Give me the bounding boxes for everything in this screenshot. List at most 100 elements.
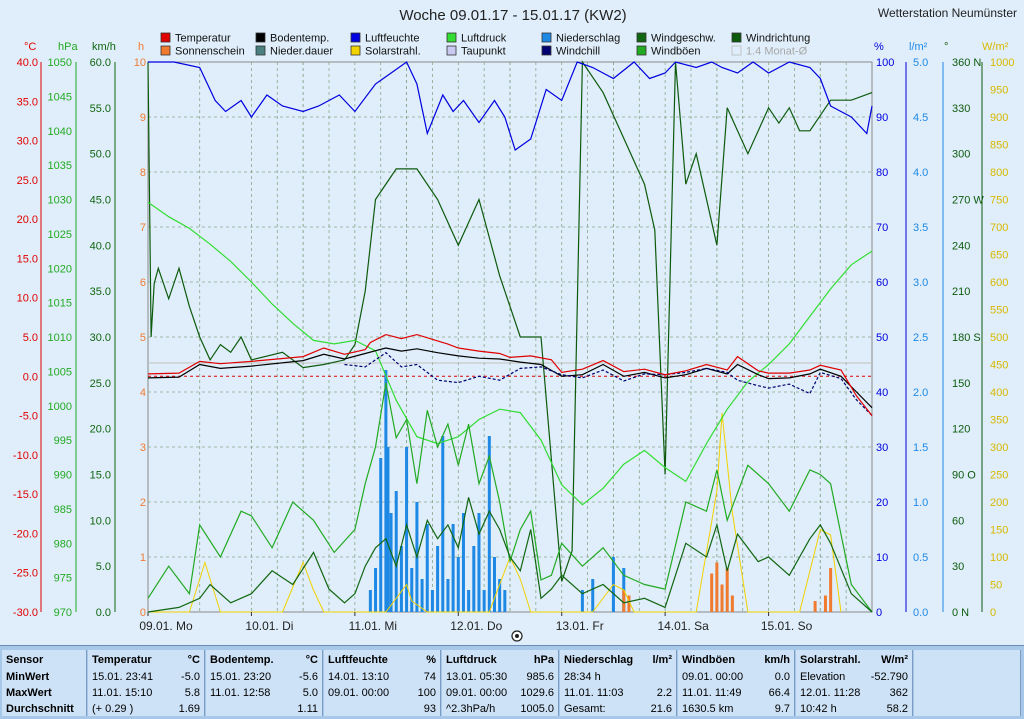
precipitation-bar bbox=[492, 557, 496, 612]
legend-swatch bbox=[160, 45, 171, 56]
precipitation-bar bbox=[368, 590, 372, 612]
stats-header-unit: km/h bbox=[764, 654, 790, 666]
stats-row: 1630.5 km 9.7 bbox=[682, 702, 790, 717]
stats-row-value: 0.0 bbox=[774, 671, 790, 683]
axis-tick-precipitation: 3.5 bbox=[913, 222, 928, 234]
stats-row-label: 11.01. 15:10 bbox=[92, 687, 153, 699]
stats-header-unit: °C bbox=[305, 654, 318, 666]
axis-tick-pressure: 1025 bbox=[48, 229, 72, 241]
axis-unit-humidity: % bbox=[874, 41, 884, 53]
stats-row-label: ^2.3hPa/h bbox=[446, 703, 496, 715]
axis-tick-wind: 25.0 bbox=[90, 378, 111, 390]
stats-row-value: -5.0 bbox=[181, 671, 200, 683]
axis-tick-wind: 0.0 bbox=[96, 607, 111, 619]
stats-row: 1.11 bbox=[210, 702, 318, 717]
axis-tick-pressure: 1015 bbox=[48, 298, 72, 310]
legend-swatch bbox=[350, 45, 361, 56]
stats-row: MaxWert bbox=[6, 686, 82, 701]
axis-tick-solar: 500 bbox=[990, 332, 1008, 344]
axis-unit-pressure: hPa bbox=[58, 41, 78, 53]
stats-row-label: 15.01. 23:20 bbox=[210, 671, 272, 683]
axis-tick-pressure: 1005 bbox=[48, 366, 72, 378]
stats-row: 11.01. 11:49 66.4 bbox=[682, 686, 790, 701]
axis-tick-solar: 850 bbox=[990, 140, 1008, 152]
stats-row-label: 1630.5 km bbox=[682, 703, 734, 715]
precipitation-bar bbox=[420, 579, 424, 612]
legend-swatch bbox=[636, 32, 647, 43]
axis-tick-pressure: 980 bbox=[54, 538, 72, 550]
axis-tick-solar: 150 bbox=[990, 525, 1008, 537]
precipitation-bar bbox=[379, 458, 383, 612]
axis-tick-sunshine: 4 bbox=[140, 387, 146, 399]
precipitation-bar bbox=[389, 513, 393, 612]
axis-tick-solar: 50 bbox=[990, 580, 1002, 592]
axis-tick-temperature: 35.0 bbox=[17, 96, 38, 108]
axis-tick-temperature: -25.0 bbox=[13, 568, 38, 580]
legend-swatch bbox=[255, 32, 266, 43]
precipitation-bar bbox=[472, 546, 476, 612]
stats-header-label: Solarstrahl. bbox=[800, 654, 861, 666]
stats-row: 12.01. 11:28 362 bbox=[800, 686, 908, 701]
stats-row-label: 11.01. 12:58 bbox=[210, 687, 271, 699]
stats-header-unit: W/m² bbox=[881, 654, 908, 666]
x-tick-label: 09.01. Mo bbox=[139, 619, 193, 633]
stats-column-solarstrahl: Solarstrahl. W/m² Elevation -52.790 12.01. 1… bbox=[796, 650, 913, 716]
precipitation-bar bbox=[467, 590, 471, 612]
stats-header-unit: % bbox=[426, 654, 436, 666]
sunshine-bar bbox=[823, 595, 827, 612]
axis-tick-direction: 120 bbox=[952, 424, 970, 436]
sunshine-bar bbox=[829, 568, 833, 612]
axis-tick-sunshine: 9 bbox=[140, 112, 146, 124]
axis-tick-precipitation: 1.0 bbox=[913, 497, 928, 509]
stats-row: (+ 0.29 ) 1.69 bbox=[92, 702, 200, 717]
x-tick-label: 15.01. So bbox=[761, 619, 813, 633]
stats-row: Durchschnitt bbox=[6, 702, 82, 717]
legend-swatch bbox=[160, 32, 171, 43]
axis-tick-temperature: 5.0 bbox=[23, 332, 38, 344]
precipitation-bar bbox=[394, 491, 398, 612]
legend-label: Windböen bbox=[651, 46, 701, 58]
stats-column-sensor: Sensor MinWert MaxWert Durchschnitt bbox=[2, 650, 87, 716]
precipitation-bar bbox=[441, 436, 445, 612]
axis-tick-pressure: 1030 bbox=[48, 195, 72, 207]
axis-tick-wind: 5.0 bbox=[96, 561, 111, 573]
axis-tick-temperature: 30.0 bbox=[17, 136, 38, 148]
precipitation-bar bbox=[456, 557, 460, 612]
stats-row-value: 66.4 bbox=[768, 687, 790, 699]
scroll-marker-dot bbox=[515, 634, 519, 638]
stats-row: 09.01. 00:00 1029.6 bbox=[446, 686, 554, 701]
sunshine-bar bbox=[715, 562, 719, 612]
sunshine-bar bbox=[710, 573, 714, 612]
axis-tick-humidity: 0 bbox=[876, 607, 882, 619]
axis-tick-wind: 40.0 bbox=[90, 240, 111, 252]
axis-tick-pressure: 1035 bbox=[48, 160, 72, 172]
axis-tick-solar: 800 bbox=[990, 167, 1008, 179]
axis-tick-pressure: 990 bbox=[54, 470, 72, 482]
stats-row-label: MinWert bbox=[6, 671, 50, 683]
axis-tick-humidity: 40 bbox=[876, 387, 888, 399]
precipitation-bar bbox=[503, 590, 507, 612]
axis-tick-humidity: 30 bbox=[876, 442, 888, 454]
stats-row-value: 5.8 bbox=[184, 687, 200, 699]
axis-tick-solar: 300 bbox=[990, 442, 1008, 454]
axis-tick-pressure: 985 bbox=[54, 504, 72, 516]
series-temperatur bbox=[147, 333, 873, 416]
axis-tick-solar: 100 bbox=[990, 552, 1008, 564]
axis-tick-temperature: 15.0 bbox=[17, 253, 38, 265]
legend-swatch bbox=[731, 32, 742, 43]
stats-row: 09.01. 00:00 0.0 bbox=[682, 670, 790, 685]
stats-row-value: 74 bbox=[423, 671, 436, 683]
axis-tick-solar: 750 bbox=[990, 195, 1008, 207]
axis-unit-sunshine: h bbox=[138, 41, 144, 53]
axis-tick-solar: 200 bbox=[990, 497, 1008, 509]
sunshine-bar bbox=[720, 584, 724, 612]
axis-tick-temperature: 25.0 bbox=[17, 175, 38, 187]
scroll-marker[interactable] bbox=[511, 630, 523, 642]
bars bbox=[368, 370, 833, 612]
precipitation-bar bbox=[446, 579, 450, 612]
axis-tick-humidity: 70 bbox=[876, 222, 888, 234]
stats-header-label: Niederschlag bbox=[564, 654, 634, 666]
stats-header-label: Luftdruck bbox=[446, 654, 497, 666]
precipitation-bar bbox=[425, 524, 429, 612]
precipitation-bar bbox=[487, 436, 491, 612]
